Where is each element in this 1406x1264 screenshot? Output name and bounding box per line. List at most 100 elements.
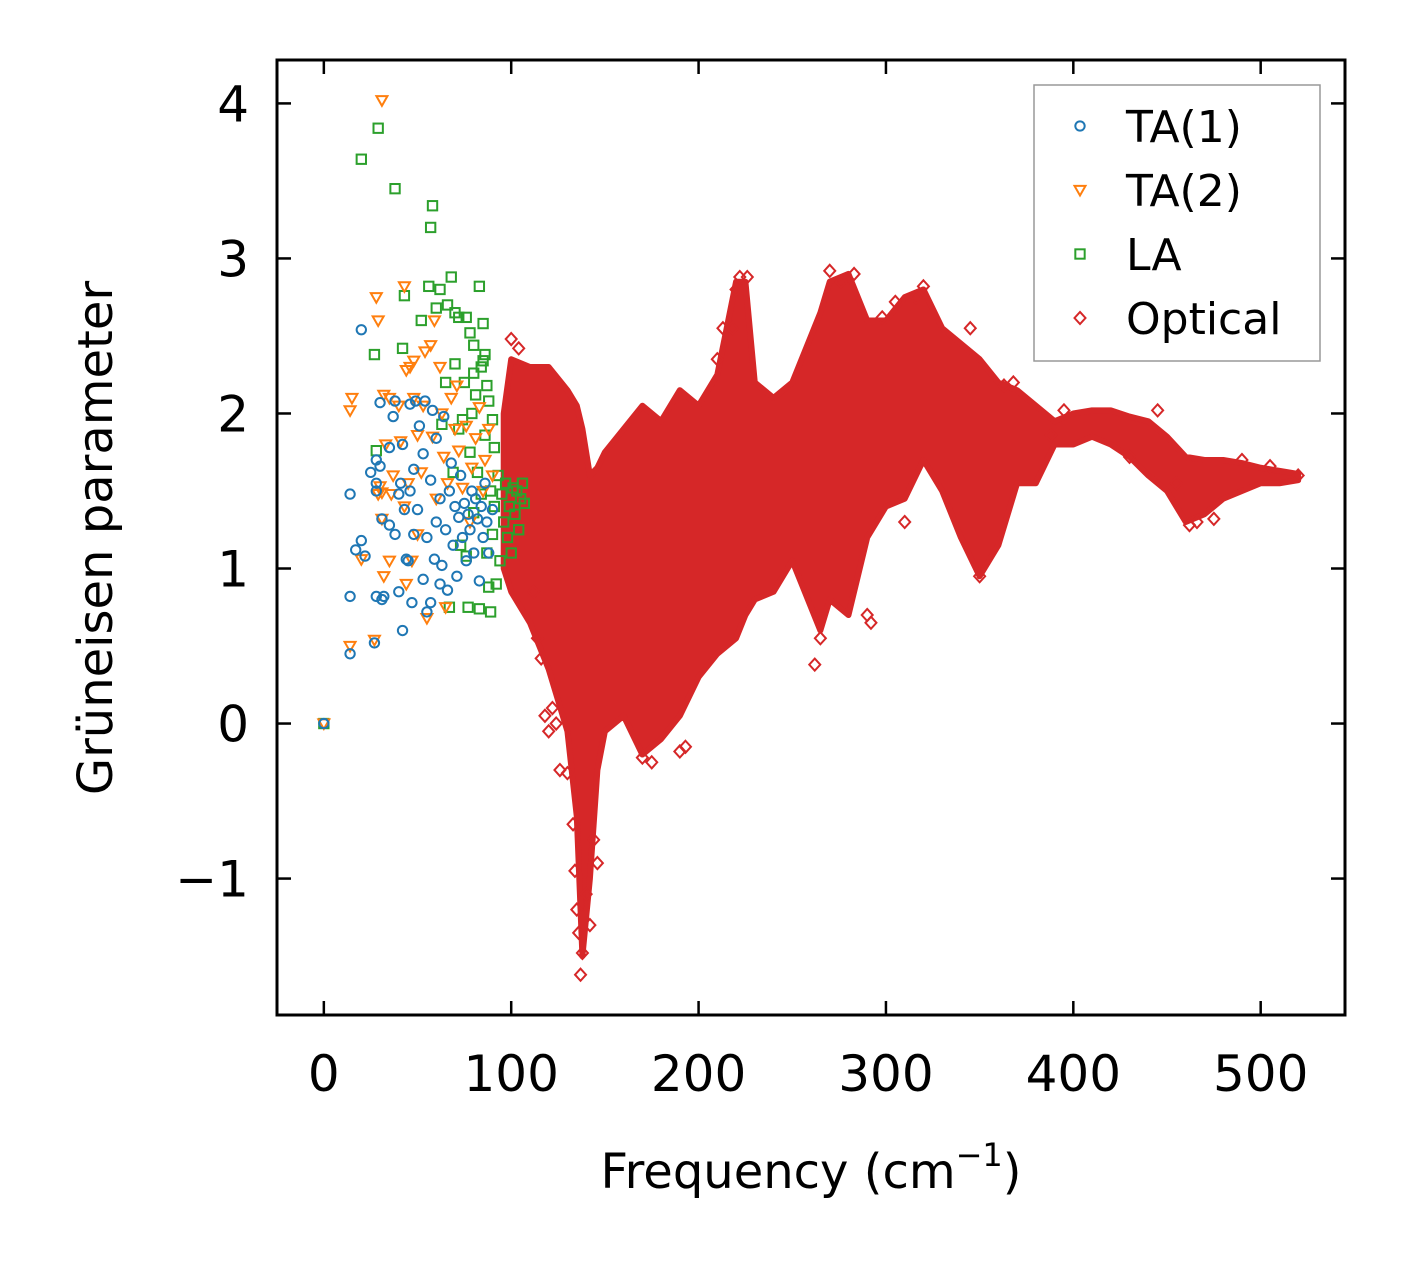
data-point-ta-1 [400, 553, 412, 565]
data-point-la [494, 555, 506, 567]
data-point-optical [1150, 402, 1165, 418]
data-point-la [462, 601, 474, 613]
data-point-ta-1 [396, 438, 409, 451]
data-point-optical [560, 765, 575, 781]
data-point-optical [568, 863, 582, 879]
x-tick-label: 500 [1213, 1045, 1308, 1103]
data-point-ta-1 [402, 555, 414, 567]
data-point-optical [534, 650, 549, 666]
data-point-ta-1 [430, 516, 442, 528]
data-point-optical [1169, 475, 1184, 491]
data-point-ta-1 [483, 547, 495, 559]
data-point-la [513, 524, 525, 536]
series-optical [500, 263, 1306, 983]
data-point-la [483, 581, 495, 593]
x-axis-title: Frequency (cm−1) [600, 1136, 1021, 1200]
data-point-ta-2 [485, 470, 500, 484]
data-point-ta-2 [382, 392, 397, 406]
data-point-ta-2 [459, 420, 474, 434]
data-point-ta-1 [453, 511, 465, 524]
data-point-optical [549, 716, 564, 732]
data-point-ta-2 [385, 470, 401, 484]
data-point-ta-1 [376, 513, 388, 525]
data-point-optical [635, 750, 650, 766]
data-point-la [488, 441, 501, 454]
data-point-optical [847, 266, 861, 282]
data-point-la [484, 606, 497, 618]
data-point-la [424, 221, 437, 234]
data-point-ta-1 [365, 466, 377, 479]
data-point-ta-1 [456, 531, 469, 544]
data-point-ta-1 [383, 519, 396, 531]
plot-frame [275, 58, 1347, 1017]
data-point-ta-2 [369, 292, 384, 305]
data-point-optical [573, 967, 588, 983]
legend-label-optical: Optical [1126, 294, 1281, 345]
y-tick-label: 1 [217, 541, 249, 599]
data-point-ta-2 [447, 423, 463, 437]
data-point-ta-1 [481, 516, 493, 528]
data-point-ta-1 [344, 648, 356, 660]
legend-label-ta-2: TA(2) [1125, 166, 1242, 217]
data-point-ta-1 [398, 503, 411, 516]
data-point-optical [644, 754, 659, 770]
data-point-optical [916, 278, 931, 294]
data-point-ta-2 [417, 346, 433, 359]
data-point-la [423, 280, 435, 293]
y-tick-label: 2 [217, 385, 249, 443]
data-point-optical [875, 309, 890, 325]
data-point-optical [740, 269, 755, 285]
data-point-ta-1 [447, 539, 459, 551]
data-point-la [466, 407, 478, 420]
data-point-la [469, 389, 482, 401]
x-tick-label: 200 [651, 1045, 746, 1103]
data-point-optical [972, 568, 987, 584]
data-point-ta-2 [367, 634, 382, 648]
data-point-ta-1 [344, 590, 356, 603]
series-ta-2 [316, 95, 500, 732]
data-point-la [490, 578, 502, 590]
data-point-optical [1122, 449, 1137, 465]
data-point-ta-1 [430, 432, 442, 444]
y-tick-label: 0 [217, 696, 249, 754]
data-point-ta-1 [355, 324, 367, 336]
data-point-la [430, 302, 442, 314]
data-point-ta-2 [464, 462, 480, 476]
legend-marker-optical [1073, 310, 1087, 326]
data-point-ta-1 [443, 485, 456, 497]
legend: TA(1) TA(2) LA Optical [1033, 84, 1321, 362]
data-point-la [445, 271, 457, 283]
y-tick-label: 3 [217, 230, 249, 288]
data-point-la [477, 317, 489, 330]
data-point-ta-2 [374, 487, 390, 501]
data-point-optical [1263, 458, 1277, 474]
data-point-ta-1 [370, 485, 382, 497]
plot-marks [316, 95, 1306, 983]
data-point-ta-1 [441, 584, 454, 596]
data-point-ta-1 [445, 457, 457, 469]
data-point-optical [813, 630, 828, 646]
data-point-ta-1 [421, 606, 433, 618]
data-point-ta-2 [370, 315, 386, 328]
data-point-ta-1 [408, 463, 420, 475]
data-point-la [468, 367, 480, 379]
data-point-ta-1 [411, 503, 424, 516]
data-point-la [441, 299, 454, 311]
data-point-ta-2 [449, 380, 465, 394]
data-point-ta-1 [419, 395, 431, 407]
data-point-ta-1 [424, 474, 437, 486]
data-point-la [505, 547, 517, 559]
y-axis-title: Grüneisen parameter [68, 281, 124, 796]
data-point-la [468, 339, 480, 351]
data-point-optical [822, 263, 837, 279]
data-point-la [477, 355, 489, 367]
data-point-ta-2 [399, 578, 414, 592]
data-point-ta-1 [421, 531, 433, 544]
data-point-la [498, 516, 510, 528]
data-point-la [454, 539, 467, 551]
data-point-optical [710, 351, 725, 367]
data-point-ta-1 [344, 488, 356, 500]
data-point-ta-1 [434, 493, 446, 505]
data-point-ta-1 [355, 534, 367, 547]
data-point-optical [725, 320, 740, 336]
